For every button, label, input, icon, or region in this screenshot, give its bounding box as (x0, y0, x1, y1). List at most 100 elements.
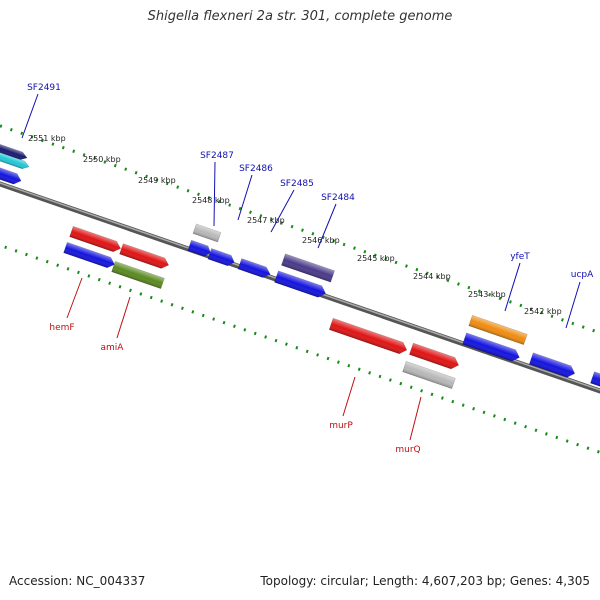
ruler-tick (56, 263, 60, 267)
ruler-tick (384, 257, 388, 261)
gene-SF2487[interactable] (192, 223, 222, 243)
ruler-tick (576, 442, 580, 447)
ruler-tick (529, 307, 533, 311)
gene-murP[interactable] (328, 317, 409, 355)
gene-label-SF2487[interactable]: SF2487 (200, 151, 234, 161)
kbp-label: 2547 kbp (247, 216, 285, 225)
ruler-tick (534, 428, 538, 433)
gene-SF2486[interactable] (207, 248, 236, 268)
label-leader-line (317, 203, 337, 249)
ruler-tick (321, 235, 325, 240)
ruler-tick (457, 282, 460, 286)
ruler-tick (488, 293, 492, 297)
ruler-tick (61, 145, 65, 150)
gene-shading (329, 318, 407, 354)
label-leader-line (409, 396, 422, 441)
ruler-tick (378, 374, 382, 379)
gene-ucpA[interactable] (528, 352, 576, 379)
gene-block[interactable] (187, 239, 212, 258)
gene-shading (187, 240, 211, 257)
ruler-tick (561, 318, 564, 322)
gene-SF2484[interactable] (281, 253, 335, 283)
ruler-tick (9, 127, 13, 132)
ruler-tick (368, 371, 372, 375)
gene-label-murQ[interactable]: murQ (395, 445, 420, 455)
ruler-tick (301, 228, 304, 232)
gene-shading (63, 242, 115, 268)
gene-shading (590, 371, 600, 388)
ruler-tick (336, 360, 340, 364)
gene-shading (207, 248, 235, 266)
kbp-label: 2549 kbp (138, 176, 176, 185)
ruler-tick (274, 338, 278, 343)
ruler-tick (145, 174, 148, 179)
gene-shading (0, 142, 28, 160)
ruler-tick (207, 196, 211, 200)
gene-shading (468, 315, 528, 345)
ruler-tick (249, 210, 252, 214)
ruler-tick (165, 181, 169, 186)
gene-SF2491[interactable] (0, 141, 28, 161)
gene-block[interactable] (0, 163, 23, 186)
gene-block[interactable] (590, 371, 600, 389)
ruler-tick (544, 432, 548, 436)
gene-label-hemF[interactable]: hemF (49, 323, 74, 333)
gene-block[interactable] (274, 270, 327, 299)
ruler-tick (353, 246, 356, 250)
gene-label-SF2484[interactable]: SF2484 (321, 193, 355, 203)
gene-hemF[interactable] (69, 225, 123, 253)
ruler-tick (82, 153, 86, 157)
gene-label-ucpA[interactable]: ucpA (571, 270, 594, 280)
gene-label-SF2485[interactable]: SF2485 (280, 179, 314, 189)
gene-label-SF2486[interactable]: SF2486 (239, 164, 273, 174)
ruler-tick (129, 288, 132, 293)
label-leader-line (270, 189, 295, 233)
gene-label-murP[interactable]: murP (329, 421, 353, 431)
kbp-label: 2551 kbp (28, 134, 66, 143)
ruler-tick (72, 149, 76, 153)
genome-title: Shigella flexneri 2a str. 301, complete … (147, 9, 453, 24)
ruler-tick (363, 249, 367, 254)
gene-yfeT[interactable] (468, 314, 528, 346)
gene-block[interactable] (63, 241, 117, 269)
gene-block[interactable] (409, 342, 460, 371)
gene-block[interactable] (0, 150, 30, 170)
gene-shading (238, 258, 271, 278)
ruler-tick (581, 325, 585, 329)
gene-label-yfeT[interactable]: yfeT (510, 252, 530, 262)
gene-murQ[interactable] (402, 360, 456, 390)
gene-label-SF2491[interactable]: SF2491 (27, 83, 61, 93)
ruler-tick (212, 317, 216, 321)
ruler-tick (191, 310, 195, 314)
ruler-tick (197, 192, 200, 197)
label-leader-line (213, 161, 216, 227)
gene-shading (69, 226, 121, 252)
ruler-tick (222, 320, 226, 325)
ruler-tick (461, 403, 465, 407)
ruler-tick (103, 160, 107, 164)
label-leader-line (504, 262, 521, 312)
gene-block[interactable] (119, 243, 171, 271)
ruler-tick (238, 206, 242, 211)
gene-shading (402, 361, 456, 389)
ruler-tick (477, 289, 481, 293)
ruler-tick (0, 124, 3, 128)
ruler-tick (524, 424, 528, 429)
ruler-tick (228, 203, 232, 207)
ruler-tick (540, 310, 544, 315)
ruler-tick (388, 378, 392, 382)
gene-block[interactable] (462, 332, 522, 363)
ruler-tick (243, 328, 247, 332)
ruler-tick (555, 435, 559, 440)
gene-SF2485[interactable] (237, 258, 272, 280)
ruler-tick (113, 163, 117, 168)
ruler-tick (596, 450, 600, 454)
gene-label-amiA[interactable]: amiA (101, 343, 125, 353)
gene-amiA[interactable] (111, 260, 165, 290)
ruler-tick (326, 356, 330, 361)
ruler-tick (25, 252, 28, 257)
ruler-tick (124, 167, 128, 171)
ruler-tick (332, 239, 336, 243)
ruler-tick (66, 267, 70, 271)
